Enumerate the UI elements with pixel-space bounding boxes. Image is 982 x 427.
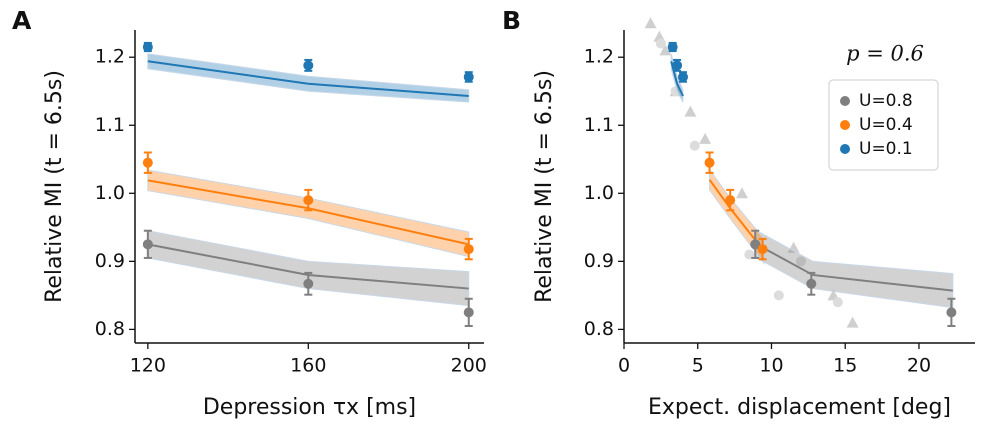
- data-point: [142, 42, 153, 53]
- fit-band: [756, 229, 954, 309]
- background-triangle: [659, 44, 672, 56]
- data-point: [757, 244, 768, 255]
- data-point: [303, 195, 314, 206]
- y-tick-label: 0.9: [95, 250, 125, 272]
- legend-label: U=0.1: [859, 139, 913, 159]
- x-tick-label: 15: [833, 355, 857, 377]
- background-triangle: [684, 105, 697, 117]
- data-point: [806, 278, 817, 289]
- fit-line: [670, 61, 684, 97]
- y-tick-label: 1.1: [584, 114, 614, 136]
- fit-line: [147, 60, 469, 97]
- legend-marker: [840, 120, 850, 130]
- background-triangle: [735, 187, 748, 199]
- legend-marker: [840, 96, 850, 106]
- x-tick-label: 0: [618, 355, 630, 377]
- background-triangle: [699, 132, 712, 144]
- y-axis-label: Relative MI (t = 6.5s): [532, 70, 557, 303]
- x-tick-label: 20: [907, 355, 931, 377]
- background-point: [655, 38, 666, 49]
- x-tick-label: 120: [130, 355, 166, 377]
- background-point: [689, 140, 700, 151]
- x-tick-label: 160: [290, 355, 326, 377]
- panel-label: B: [502, 6, 521, 35]
- x-tick-label: 10: [759, 355, 783, 377]
- background-point: [795, 256, 806, 267]
- data-point: [142, 157, 153, 168]
- annotation: p = 0.6: [846, 42, 924, 66]
- data-point: [677, 71, 688, 82]
- legend-marker: [840, 144, 850, 154]
- y-axis-label: Relative MI (t = 6.5s): [42, 70, 67, 303]
- background-triangle: [787, 241, 800, 253]
- y-tick-label: 1.2: [95, 46, 125, 68]
- y-tick-label: 1.2: [584, 46, 614, 68]
- x-tick-label: 200: [451, 355, 487, 377]
- legend-box: [828, 79, 939, 171]
- data-point: [672, 60, 683, 71]
- fit-line: [756, 243, 953, 292]
- y-tick-label: 1.0: [584, 182, 614, 204]
- y-tick-label: 1.0: [95, 182, 125, 204]
- y-tick-label: 1.1: [95, 114, 125, 136]
- x-axis-label: Expect. displacement [deg]: [648, 395, 951, 420]
- data-point: [704, 157, 715, 168]
- data-point: [142, 239, 153, 250]
- data-point: [303, 60, 314, 71]
- panel-label: A: [12, 6, 32, 35]
- background-triangle: [644, 17, 657, 29]
- background-point: [832, 297, 843, 308]
- data-point: [750, 239, 761, 250]
- x-tick-label: 5: [692, 355, 704, 377]
- y-tick-label: 0.9: [584, 250, 614, 272]
- data-point: [667, 42, 678, 53]
- legend-label: U=0.8: [859, 91, 913, 111]
- data-point: [463, 307, 474, 318]
- background-point: [773, 290, 784, 301]
- data-point: [463, 71, 474, 82]
- legend-label: U=0.4: [859, 115, 913, 135]
- y-tick-label: 0.8: [95, 318, 125, 340]
- data-point: [463, 244, 474, 255]
- data-point: [725, 195, 736, 206]
- y-tick-label: 0.8: [584, 318, 614, 340]
- background-triangle: [846, 316, 859, 328]
- x-axis-label: Depression τx [ms]: [203, 395, 416, 420]
- data-point: [303, 278, 314, 289]
- data-point: [946, 307, 957, 318]
